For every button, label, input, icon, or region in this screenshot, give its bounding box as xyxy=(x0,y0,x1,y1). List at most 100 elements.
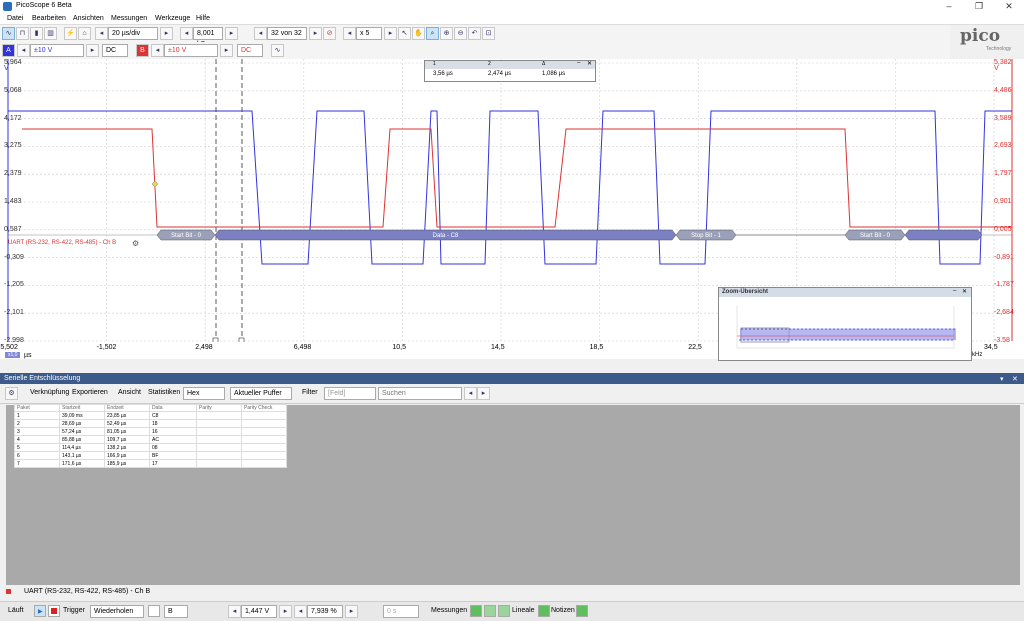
menu-datei[interactable]: Datei xyxy=(7,15,24,22)
chB-range-prev[interactable]: ◂ xyxy=(151,44,164,57)
buffer-prev[interactable]: ◂ xyxy=(254,27,267,40)
zoom-out-icon[interactable]: ⊖ xyxy=(454,27,467,40)
zoom-select[interactable]: x 5 xyxy=(356,27,382,40)
scope-plot[interactable]: Start Bit - 0 Data - C8 Stop Bit - 1 Start … xyxy=(0,59,1024,359)
persistence-mode-icon[interactable]: ⊓ xyxy=(16,27,29,40)
samples-prev[interactable]: ◂ xyxy=(180,27,193,40)
chB-range-select[interactable]: ±10 V xyxy=(164,44,218,57)
math-channel-icon[interactable]: ∿ xyxy=(271,44,284,57)
decode-tab[interactable]: UART (RS-232, RS-422, RS-485) - Ch B xyxy=(24,588,151,595)
trigger-level-field[interactable]: 1,447 V xyxy=(241,605,277,618)
start-button[interactable]: ▶ xyxy=(34,605,46,617)
channel-a-button[interactable]: A xyxy=(2,44,15,57)
table-row[interactable]: 2 28,69 µs 52,49 µs 18 xyxy=(14,419,287,428)
x-scale-badge[interactable]: x1,0 xyxy=(5,352,21,358)
pointer-icon[interactable]: ↖ xyxy=(398,27,411,40)
column-header[interactable]: Paket xyxy=(14,404,60,412)
format-select[interactable]: Hex xyxy=(183,387,225,400)
delay-field[interactable]: 0 s xyxy=(383,605,419,618)
menu-messungen[interactable]: Messungen xyxy=(111,15,148,22)
edit-measurement-icon[interactable] xyxy=(484,605,496,617)
probe-icon[interactable]: ⚡ xyxy=(64,27,77,40)
table-row[interactable]: 5 114,4 µs 138,2 µs 08 xyxy=(14,443,287,452)
buffer-select[interactable]: Aktueller Puffer xyxy=(230,387,292,400)
ruler-window[interactable]: 1 2 Δ ✕ – 3,56 µs 2,474 µs 1,086 µs xyxy=(424,60,596,82)
channel-options-icon[interactable]: ▥ xyxy=(44,27,57,40)
pretrigger-prev[interactable]: ◂ xyxy=(294,605,307,618)
home-icon[interactable]: ⌂ xyxy=(78,27,91,40)
ruler-minimize-icon[interactable]: – xyxy=(577,60,581,66)
zoom-overview-minimize-icon[interactable]: – xyxy=(953,288,957,294)
column-header[interactable]: Parity Check xyxy=(241,404,287,412)
table-row[interactable]: 7 171,6 µs 185,9 µs 17 xyxy=(14,459,287,468)
stop-button[interactable] xyxy=(48,605,60,617)
pretrigger-field[interactable]: 7,939 % xyxy=(307,605,343,618)
level-next[interactable]: ▸ xyxy=(279,605,292,618)
timebase-prev[interactable]: ◂ xyxy=(95,27,108,40)
buffer-next[interactable]: ▸ xyxy=(309,27,322,40)
link-button[interactable]: Verknüpfung xyxy=(30,389,70,396)
trigger-source-select[interactable]: B xyxy=(164,605,188,618)
menu-hilfe[interactable]: Hilfe xyxy=(196,15,211,22)
minimize-button[interactable]: – xyxy=(946,1,952,11)
close-button[interactable]: ✕ xyxy=(1005,1,1013,11)
zoom-prev[interactable]: ◂ xyxy=(343,27,356,40)
stop-buffer-icon[interactable]: ⊘ xyxy=(323,27,336,40)
maximize-button[interactable]: ❐ xyxy=(974,1,984,11)
notes-icon[interactable] xyxy=(576,605,588,617)
scope-mode-icon[interactable]: ∿ xyxy=(2,27,15,40)
hand-icon[interactable]: ✋ xyxy=(412,27,425,40)
filter-button[interactable]: Filter xyxy=(302,389,318,396)
menu-werkzeuge[interactable]: Werkzeuge xyxy=(155,15,191,22)
channel-b-button[interactable]: B xyxy=(136,44,149,57)
trigger-edge-icon[interactable] xyxy=(148,605,160,617)
spectrum-mode-icon[interactable]: ▮ xyxy=(30,27,43,40)
timebase-select[interactable]: 20 µs/div xyxy=(108,27,158,40)
zoom-overview-close-icon[interactable]: ✕ xyxy=(962,289,968,295)
buffer-field[interactable]: 32 von 32 xyxy=(267,27,307,40)
table-row[interactable]: 6 143,1 µs 166,9 µs BF xyxy=(14,451,287,460)
gear-icon[interactable]: ⚙ xyxy=(132,239,140,248)
column-header[interactable]: Startzeit xyxy=(59,404,105,412)
zoom-fit-icon[interactable]: ⊡ xyxy=(482,27,495,40)
samples-select[interactable]: 8,001 kS xyxy=(193,27,223,48)
decode-panel-close-icon[interactable]: ✕ xyxy=(1012,376,1018,383)
settings-gear-icon[interactable]: ⚙ xyxy=(5,387,18,400)
table-row[interactable]: 4 85,88 µs 109,7 µs AC xyxy=(14,435,287,444)
chA-range-prev[interactable]: ◂ xyxy=(17,44,30,57)
delete-measurement-icon[interactable] xyxy=(498,605,510,617)
timebase-next[interactable]: ▸ xyxy=(160,27,173,40)
rulers-icon[interactable] xyxy=(538,605,550,617)
zoom-area-icon[interactable]: ⌕ xyxy=(426,27,439,40)
chA-coupling-select[interactable]: DC xyxy=(102,44,128,57)
samples-next[interactable]: ▸ xyxy=(225,27,238,40)
trigger-mode-select[interactable]: Wiederholen xyxy=(90,605,144,618)
search-next[interactable]: ▸ xyxy=(477,387,490,400)
zoom-overview-window[interactable]: Zoom-Übersicht – ✕ xyxy=(718,287,972,361)
chA-range-next[interactable]: ▸ xyxy=(86,44,99,57)
table-row[interactable]: 1 39,09 ms 23,85 µs C8 xyxy=(14,411,287,420)
view-button[interactable]: Ansicht xyxy=(118,389,141,396)
column-header[interactable]: Parity xyxy=(196,404,242,412)
decode-panel-pin-icon[interactable]: ▾ xyxy=(1000,376,1004,383)
menu-bearbeiten[interactable]: Bearbeiten xyxy=(32,15,66,22)
pretrigger-next[interactable]: ▸ xyxy=(345,605,358,618)
search-input[interactable] xyxy=(378,387,462,400)
export-button[interactable]: Exportieren xyxy=(72,389,108,396)
search-prev[interactable]: ◂ xyxy=(464,387,477,400)
ruler-close-icon[interactable]: ✕ xyxy=(587,61,593,67)
column-header[interactable]: Data xyxy=(149,404,197,412)
statistics-button[interactable]: Statistiken xyxy=(148,389,181,396)
table-row[interactable]: 3 57,24 µs 81,05 µs 16 xyxy=(14,427,287,436)
zoom-in-icon[interactable]: ⊕ xyxy=(440,27,453,40)
level-prev[interactable]: ◂ xyxy=(228,605,241,618)
field-select[interactable]: [Feld] xyxy=(324,387,376,400)
chA-range-select[interactable]: ±10 V xyxy=(30,44,84,57)
add-measurement-icon[interactable] xyxy=(470,605,482,617)
column-header[interactable]: Endzeit xyxy=(104,404,150,412)
undo-zoom-icon[interactable]: ↶ xyxy=(468,27,481,40)
chB-range-next[interactable]: ▸ xyxy=(220,44,233,57)
chB-coupling-select[interactable]: DC xyxy=(237,44,263,57)
zoom-next[interactable]: ▸ xyxy=(384,27,397,40)
menu-ansichten[interactable]: Ansichten xyxy=(73,15,104,22)
